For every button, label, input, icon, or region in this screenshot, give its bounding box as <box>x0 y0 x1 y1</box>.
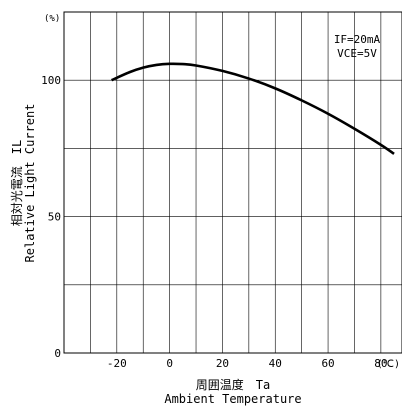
x-tick-label: 20 <box>216 357 229 370</box>
condition-vce: VCE=5V <box>337 47 377 60</box>
y-tick-label: 100 <box>41 74 61 87</box>
y-tick-label: 0 <box>54 347 61 360</box>
y-axis-label-english: Relative Light Current <box>23 104 37 263</box>
x-axis-label-japanese: 周囲温度 Ta <box>196 377 270 392</box>
y-tick-label: 50 <box>48 211 61 224</box>
axis-ticks: -20 0 20 40 60 80(℃) 0 50 100 <box>41 74 400 370</box>
x-tick-label: 60 <box>321 357 334 370</box>
relative-current-curve <box>111 62 395 155</box>
x-tick-label: 40 <box>269 357 282 370</box>
plot-area-frame <box>63 11 402 354</box>
y-unit-label: (%) <box>44 14 60 24</box>
x-tick-label: -20 <box>107 357 127 370</box>
x-axis-label-english: Ambient Temperature <box>164 392 301 406</box>
x-tick-label: 80 <box>374 357 387 370</box>
series-layer <box>111 62 395 155</box>
y-axis-label-japanese: 相対光電流 IL <box>10 140 24 226</box>
x-tick-label: 0 <box>166 357 173 370</box>
x-unit-label: (℃) <box>377 359 400 370</box>
condition-if: IF=20mA <box>334 33 381 46</box>
grid <box>64 12 402 353</box>
